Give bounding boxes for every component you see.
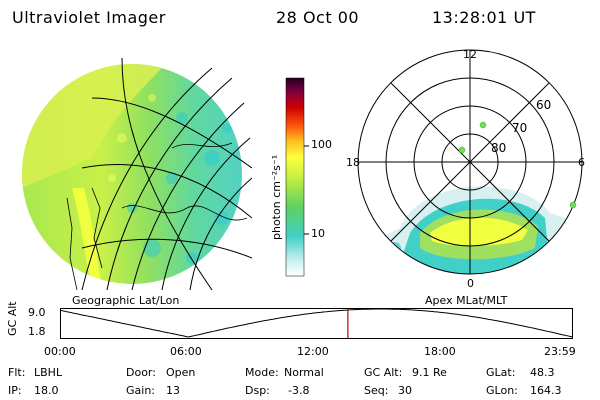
colorbar <box>285 77 309 277</box>
glat-value: 48.3 <box>530 366 555 379</box>
colorbar-tick-10: 10 <box>311 227 325 240</box>
flt-label: Flt: <box>8 366 26 379</box>
dsp-value: -3.8 <box>288 384 310 397</box>
gain-value: 13 <box>166 384 180 397</box>
lat-label-80: 80 <box>491 141 507 155</box>
right-panel-caption: Apex MLat/MLT <box>425 294 508 307</box>
polar-mlt-plot <box>357 49 583 275</box>
timeline-ytick-1.8: 1.8 <box>28 325 46 338</box>
mlt-label-12: 12 <box>463 48 477 61</box>
glon-value: 164.3 <box>530 384 562 397</box>
timeline-xtick-1800: 18:00 <box>424 345 456 358</box>
lat-label-60: 60 <box>536 98 552 112</box>
door-label: Door: <box>126 366 156 379</box>
header-time: 13:28:01 UT <box>432 8 536 27</box>
gcalt-label: GC Alt: <box>364 366 403 379</box>
altitude-timeline <box>60 308 573 339</box>
glon-label: GLon: <box>486 384 518 397</box>
mode-value: Normal <box>284 366 324 379</box>
altitude-curve <box>60 308 573 338</box>
door-value: Open <box>166 366 196 379</box>
header-date: 28 Oct 00 <box>276 8 360 27</box>
mlt-label-18: 18 <box>346 156 360 169</box>
gcalt-value: 9.1 Re <box>412 366 447 379</box>
mlt-label-0: 0 <box>467 277 474 290</box>
timeline-xtick-2359: 23:59 <box>544 345 576 358</box>
gain-label: Gain: <box>126 384 155 397</box>
colorbar-unit-label: photon cm⁻²s⁻¹ <box>270 154 283 240</box>
mlt-label-6: 6 <box>578 156 585 169</box>
seq-value: 30 <box>398 384 412 397</box>
flt-value: LBHL <box>34 366 63 379</box>
geographic-image <box>22 58 252 290</box>
lat-label-70: 70 <box>512 121 528 135</box>
mode-label: Mode: <box>245 366 279 379</box>
timeline-xtick-0600: 06:00 <box>170 345 202 358</box>
timeline-ylabel: GC Alt <box>6 301 19 336</box>
seq-label: Seq: <box>364 384 389 397</box>
left-panel-caption: Geographic Lat/Lon <box>72 294 180 307</box>
timeline-ytick-9: 9.0 <box>28 306 46 319</box>
ip-label: IP: <box>8 384 22 397</box>
timeline-xtick-1200: 12:00 <box>297 345 329 358</box>
dsp-label: Dsp: <box>245 384 270 397</box>
app-title: Ultraviolet Imager <box>12 8 166 27</box>
glat-label: GLat: <box>486 366 516 379</box>
ip-value: 18.0 <box>34 384 59 397</box>
colorbar-tick-100: 100 <box>311 138 332 151</box>
timeline-xtick-0000: 00:00 <box>44 345 76 358</box>
